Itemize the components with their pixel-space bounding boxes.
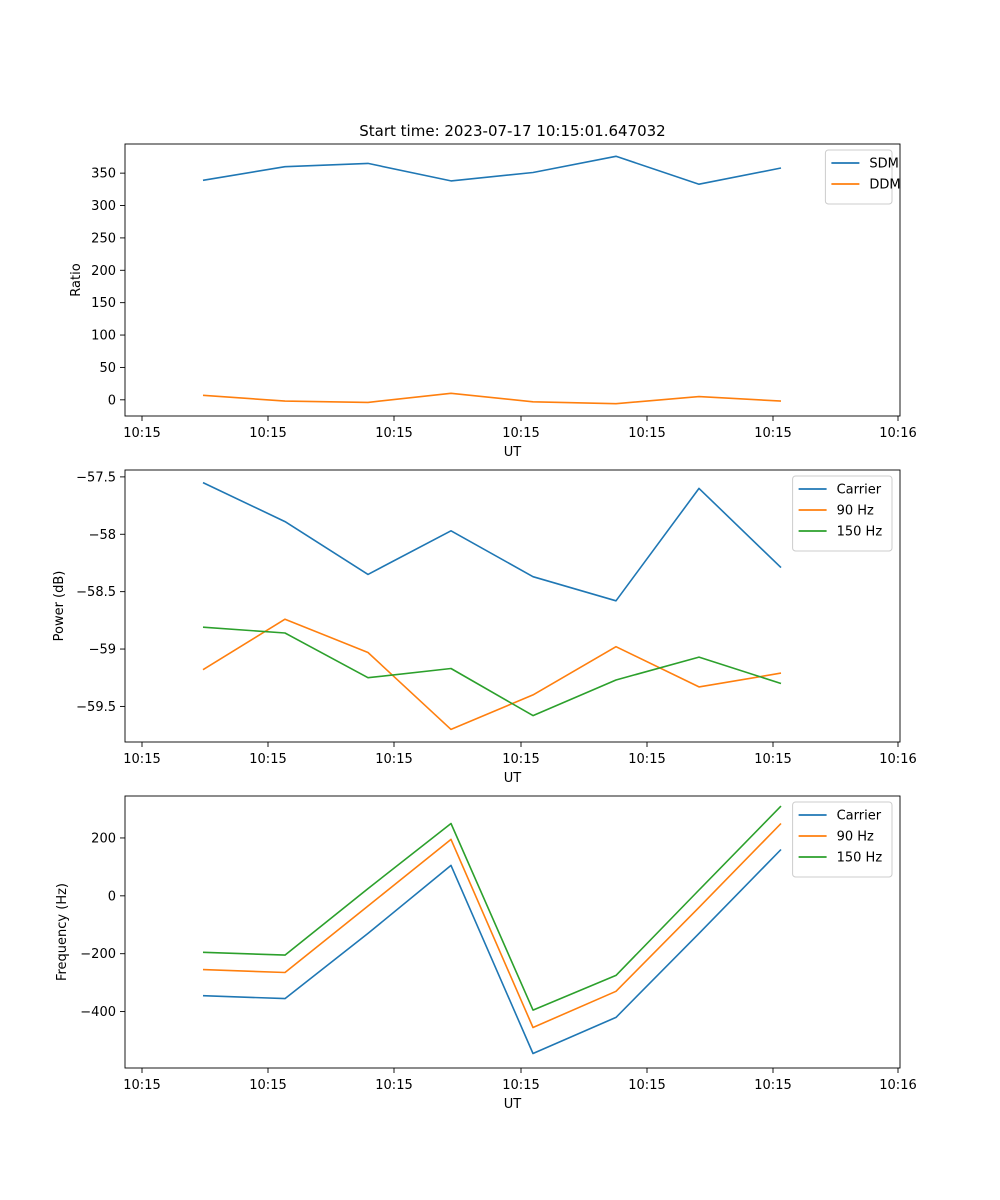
legend-label: DDM bbox=[869, 178, 900, 193]
x-tick-label: 10:15 bbox=[375, 426, 412, 441]
legend-label: SDM bbox=[869, 157, 898, 172]
y-axis-label: Ratio bbox=[69, 263, 84, 296]
y-tick-label: 200 bbox=[91, 264, 116, 279]
y-tick-label: 350 bbox=[91, 167, 116, 182]
y-axis-label: Power (dB) bbox=[52, 571, 67, 642]
y-tick-label: 100 bbox=[91, 329, 116, 344]
y-tick-label: −200 bbox=[80, 947, 116, 962]
series-line-90-hz bbox=[202, 822, 782, 1029]
y-tick-label: −59.5 bbox=[76, 700, 116, 715]
panel-3: 10:15 10:15 10:15 10:15 10:15 10:16 10:15 −400 −… bbox=[55, 795, 917, 1112]
y-tick-label: −57.5 bbox=[76, 470, 116, 485]
y-tick-label: 250 bbox=[91, 231, 116, 246]
x-axis-label: UT bbox=[504, 1097, 522, 1112]
series-line-ddm bbox=[202, 392, 782, 405]
x-tick-label: 10:15 bbox=[123, 752, 160, 767]
x-tick-label: 10:15 bbox=[628, 426, 665, 441]
series-line-150-hz bbox=[202, 805, 782, 1011]
y-axis-label: Frequency (Hz) bbox=[55, 883, 70, 981]
legend-label: 150 Hz bbox=[837, 851, 883, 866]
legend: SDM DDM bbox=[824, 149, 901, 205]
panel-1: 10:15 10:15 10:15 10:15 10:15 10:16 10:15 0 50 10… bbox=[69, 143, 917, 460]
y-tick-label: −58 bbox=[89, 528, 116, 543]
x-tick-label: 10:15 bbox=[249, 1078, 286, 1093]
legend: Carrier 90 Hz 150 Hz bbox=[792, 475, 893, 552]
x-tick-label: 10:15 bbox=[754, 426, 791, 441]
legend-label: 90 Hz bbox=[837, 504, 874, 519]
legend-box bbox=[792, 801, 893, 878]
panel-2: 10:15 10:15 10:15 10:15 10:15 10:16 10:15 −59.5… bbox=[52, 469, 917, 786]
legend-label: 150 Hz bbox=[837, 525, 883, 540]
x-tick-label: 10:15 bbox=[502, 1078, 539, 1093]
legend-label: 90 Hz bbox=[837, 830, 874, 845]
x-tick-label: 10:15 bbox=[502, 752, 539, 767]
axes-frame bbox=[124, 795, 901, 1069]
x-tick-label: 10:15 bbox=[375, 752, 412, 767]
series-line-90-hz bbox=[202, 618, 782, 731]
x-tick-label: 10:16 bbox=[879, 426, 916, 441]
x-tick-label: 10:16 bbox=[879, 1078, 916, 1093]
y-tick-label: 150 bbox=[91, 296, 116, 311]
y-tick-label: −400 bbox=[80, 1005, 116, 1020]
y-tick-label: −59 bbox=[89, 643, 116, 658]
x-tick-label: 10:16 bbox=[879, 752, 916, 767]
y-tick-label: 0 bbox=[108, 393, 116, 408]
series-line-carrier bbox=[202, 481, 782, 602]
x-tick-label: 10:15 bbox=[123, 1078, 160, 1093]
x-tick-label: 10:15 bbox=[754, 752, 791, 767]
x-axis-label: UT bbox=[504, 445, 522, 460]
series-line-carrier bbox=[202, 848, 782, 1055]
x-tick-label: 10:15 bbox=[375, 1078, 412, 1093]
legend-label: Carrier bbox=[837, 809, 882, 824]
y-tick-label: 50 bbox=[99, 361, 116, 376]
x-tick-label: 10:15 bbox=[502, 426, 539, 441]
x-axis-label: UT bbox=[504, 771, 522, 786]
x-tick-label: 10:15 bbox=[249, 752, 286, 767]
x-tick-label: 10:15 bbox=[628, 752, 665, 767]
x-tick-label: 10:15 bbox=[628, 1078, 665, 1093]
legend-box bbox=[792, 475, 893, 552]
y-tick-label: −58.5 bbox=[76, 585, 116, 600]
legend: Carrier 90 Hz 150 Hz bbox=[792, 801, 893, 878]
series-line-sdm bbox=[202, 155, 782, 185]
y-tick-label: 200 bbox=[91, 831, 116, 846]
legend-label: Carrier bbox=[837, 483, 882, 498]
series-line-150-hz bbox=[202, 626, 782, 717]
x-tick-label: 10:15 bbox=[123, 426, 160, 441]
axes-frame bbox=[124, 469, 901, 743]
figure-title: Start time: 2023-07-17 10:15:01.647032 bbox=[359, 122, 665, 140]
y-tick-label: 300 bbox=[91, 199, 116, 214]
panels: 10:15 10:15 10:15 10:15 10:15 10:16 10:15 0 50 10… bbox=[52, 143, 917, 1112]
x-tick-label: 10:15 bbox=[754, 1078, 791, 1093]
axes-frame bbox=[124, 143, 901, 417]
x-tick-label: 10:15 bbox=[249, 426, 286, 441]
y-tick-label: 0 bbox=[108, 889, 116, 904]
